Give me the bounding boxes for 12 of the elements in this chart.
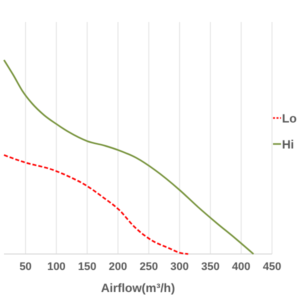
x-tick-label: 150 bbox=[78, 260, 96, 273]
x-tick-label: 100 bbox=[47, 260, 66, 273]
x-tick-label: 300 bbox=[170, 260, 189, 273]
x-tick-label: 400 bbox=[232, 260, 250, 273]
x-tick-label: 250 bbox=[140, 260, 158, 273]
legend-label: Lo bbox=[282, 112, 297, 126]
x-axis-title: Airflow(m³/h) bbox=[101, 281, 175, 295]
x-tick-label: 200 bbox=[108, 260, 128, 273]
x-tick-label: 50 bbox=[19, 260, 32, 273]
x-tick-label: 350 bbox=[201, 260, 220, 273]
legend-label: Hi bbox=[282, 138, 294, 152]
x-tick-label: 450 bbox=[262, 260, 282, 273]
